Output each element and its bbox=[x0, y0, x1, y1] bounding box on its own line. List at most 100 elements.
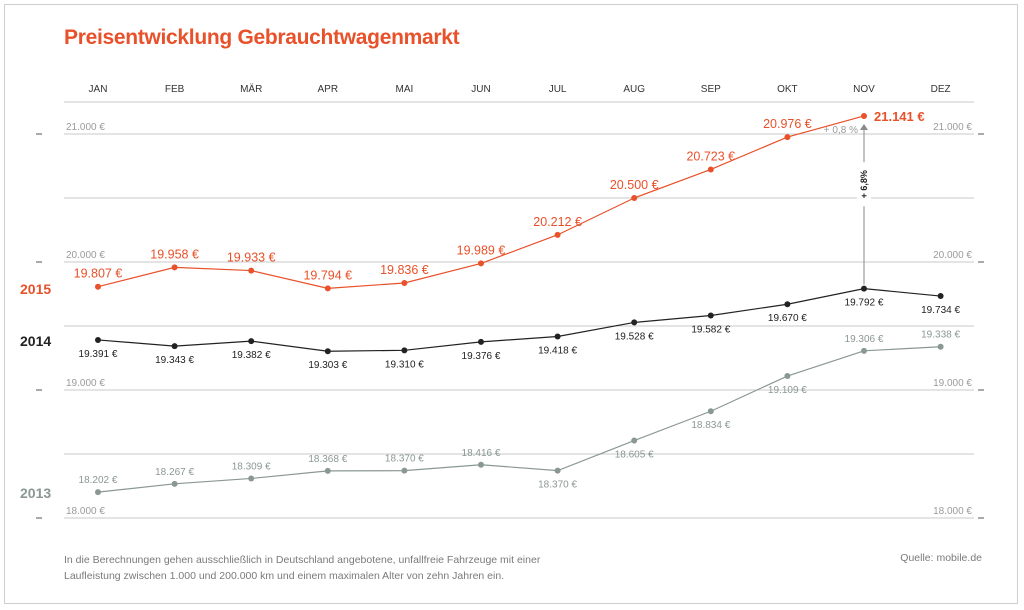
month-label: SEP bbox=[701, 84, 721, 95]
data-point-2014 bbox=[478, 338, 484, 345]
month-label: MAI bbox=[396, 84, 414, 95]
y-tick-label-right: 19.000 € bbox=[933, 378, 972, 389]
data-point-2014 bbox=[631, 319, 638, 326]
data-point-2014 bbox=[784, 301, 791, 308]
data-point-2014 bbox=[861, 285, 867, 292]
data-label-2014: 19.528 € bbox=[615, 331, 654, 342]
data-point-2013 bbox=[248, 475, 255, 482]
data-label-2013: 19.306 € bbox=[845, 334, 884, 345]
data-point-2013 bbox=[707, 408, 714, 415]
data-point-2013 bbox=[554, 467, 561, 474]
data-point-2014 bbox=[401, 347, 408, 354]
axis-layer: JAN FEB MÄR APR MAI JUN JUL AUG SEP OKT NOV DEZ 21.0… bbox=[36, 83, 984, 519]
month-label: MÄR bbox=[240, 83, 262, 95]
data-label-2014: 19.382 € bbox=[232, 350, 271, 361]
data-label-2015: 21.141 € bbox=[874, 109, 925, 124]
data-label-2015: 20.500 € bbox=[610, 178, 659, 192]
data-point-2013 bbox=[861, 347, 867, 354]
y-tick-label-right: 18.000 € bbox=[933, 506, 972, 517]
data-label-2013: 18.309 € bbox=[232, 461, 271, 472]
data-label-2013: 19.338 € bbox=[921, 330, 960, 341]
data-point-2015 bbox=[95, 283, 101, 290]
y-tick-label-right: 21.000 € bbox=[933, 122, 972, 133]
annotation-prev-month: + 0,8 % bbox=[824, 125, 858, 136]
chart-frame bbox=[4, 4, 1018, 604]
data-point-2014 bbox=[937, 293, 944, 300]
data-label-2014: 19.343 € bbox=[155, 355, 194, 366]
data-point-2014 bbox=[95, 336, 101, 343]
data-point-2014 bbox=[324, 348, 331, 355]
data-label-2013: 18.370 € bbox=[385, 454, 424, 465]
data-label-2014: 19.582 € bbox=[691, 325, 730, 336]
month-label: APR bbox=[318, 84, 339, 95]
data-point-2015 bbox=[707, 166, 714, 173]
month-label: NOV bbox=[853, 84, 875, 95]
series-line-2014 bbox=[97, 288, 941, 352]
data-label-2015: 20.976 € bbox=[763, 117, 812, 131]
data-point-2015 bbox=[861, 112, 867, 119]
annotation-bg bbox=[857, 162, 871, 207]
data-point-2013 bbox=[95, 489, 101, 496]
data-label-2014: 19.734 € bbox=[921, 305, 960, 316]
data-label-2013: 18.416 € bbox=[462, 448, 501, 459]
data-point-2013 bbox=[937, 343, 944, 350]
month-label: JAN bbox=[89, 84, 108, 95]
data-point-2015 bbox=[171, 264, 178, 271]
data-point-2013 bbox=[171, 480, 178, 487]
month-label: OKT bbox=[777, 84, 798, 95]
data-point-2015 bbox=[324, 285, 331, 292]
data-label-2013: 18.370 € bbox=[538, 480, 577, 491]
data-point-2013 bbox=[324, 467, 331, 474]
footnote-line-2: Laufleistung zwischen 1.000 und 200.000 … bbox=[64, 570, 505, 582]
data-point-2013 bbox=[478, 461, 484, 468]
series-line-2013 bbox=[97, 346, 941, 493]
data-label-2015: 20.212 € bbox=[533, 215, 582, 229]
footnote-line-1: In die Berechnungen gehen ausschließlich… bbox=[64, 554, 541, 566]
growth-arrow-head bbox=[860, 123, 868, 130]
y-tick-label-left: 20.000 € bbox=[66, 250, 105, 261]
data-point-2015 bbox=[248, 267, 255, 274]
data-point-2015 bbox=[784, 134, 791, 141]
data-label-2015: 19.989 € bbox=[457, 243, 506, 257]
month-label: JUN bbox=[471, 84, 490, 95]
y-tick-label-right: 20.000 € bbox=[933, 250, 972, 261]
data-label-2015: 19.933 € bbox=[227, 251, 276, 265]
series-label-2014: 2014 bbox=[20, 333, 51, 349]
data-label-2015: 19.958 € bbox=[150, 247, 199, 261]
data-point-2014 bbox=[248, 338, 255, 345]
data-point-2013 bbox=[401, 467, 408, 474]
data-point-2014 bbox=[707, 312, 714, 319]
data-label-2014: 19.391 € bbox=[79, 349, 118, 360]
data-label-2015: 20.723 € bbox=[686, 149, 735, 163]
series-label-2015: 2015 bbox=[20, 281, 51, 297]
data-label-2014: 19.376 € bbox=[462, 351, 501, 362]
footnote: In die Berechnungen gehen ausschließlich… bbox=[64, 552, 584, 584]
data-point-2014 bbox=[171, 343, 178, 350]
data-point-2015 bbox=[478, 260, 484, 267]
data-point-2015 bbox=[631, 195, 638, 201]
y-tick-label-left: 19.000 € bbox=[66, 378, 105, 389]
data-point-2013 bbox=[631, 437, 638, 444]
data-label-2013: 18.605 € bbox=[615, 450, 654, 461]
label-layer: 2015 2014 2013 19.807 € 19.958 € 19.933 € 19.7… bbox=[20, 109, 960, 501]
month-label: JUL bbox=[549, 84, 567, 95]
month-label: FEB bbox=[165, 84, 185, 95]
data-label-2015: 19.836 € bbox=[380, 263, 429, 277]
data-point-2015 bbox=[554, 231, 561, 238]
data-point-2013 bbox=[784, 373, 791, 380]
month-label: DEZ bbox=[931, 84, 951, 95]
y-tick-label-left: 21.000 € bbox=[66, 122, 105, 133]
annotation-layer: + 0,8 % + 6,8% bbox=[824, 123, 871, 285]
data-label-2013: 18.834 € bbox=[691, 420, 730, 431]
series-label-2013: 2013 bbox=[20, 485, 51, 501]
y-tick-label-left: 18.000 € bbox=[66, 506, 105, 517]
series-layer bbox=[95, 112, 944, 496]
data-point-2014 bbox=[554, 333, 561, 340]
data-label-2013: 18.202 € bbox=[79, 475, 118, 486]
source-note: Quelle: mobile.de bbox=[900, 552, 982, 564]
data-label-2013: 19.109 € bbox=[768, 385, 807, 396]
data-label-2014: 19.792 € bbox=[845, 298, 884, 309]
chart-title: Preisentwicklung Gebrauchtwagenmarkt bbox=[64, 26, 460, 49]
grid-layer bbox=[64, 101, 974, 519]
